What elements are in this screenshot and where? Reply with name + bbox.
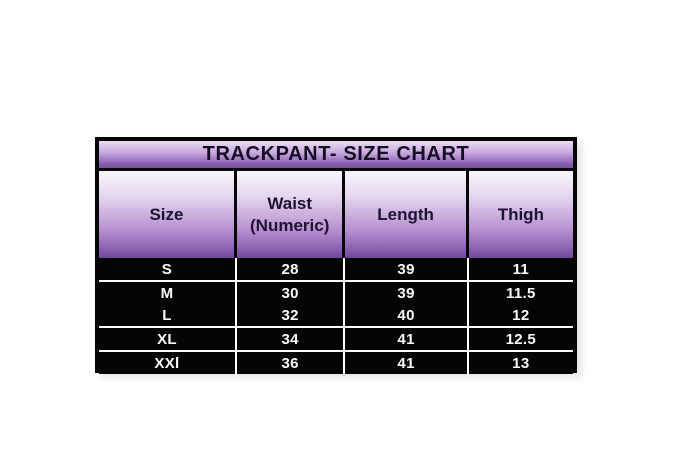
cell-length: 41 xyxy=(345,352,469,374)
table-row-xxl: XXl 36 41 13 xyxy=(99,350,573,374)
cell-length: 40 xyxy=(345,304,469,326)
cell-thigh: 12.5 xyxy=(505,330,537,348)
cell-waist: 36 xyxy=(237,352,346,374)
cell-size: S xyxy=(99,258,237,280)
table-body: S 28 39 11 M 30 39 11.5 L 32 40 12 XL 34… xyxy=(99,258,573,374)
cell-waist: 30 xyxy=(237,282,346,304)
column-header-waist: Waist (Numeric) xyxy=(236,171,346,258)
table-title: TRACKPANT- SIZE CHART xyxy=(202,143,470,165)
cell-thigh: 11.5 xyxy=(506,284,536,302)
cell-waist: 34 xyxy=(237,328,346,350)
table-row-l: L 32 40 12 xyxy=(99,304,573,326)
table-row-xl: XL 34 41 12.5 xyxy=(99,326,573,350)
cell-length: 41 xyxy=(345,328,469,350)
cell-length: 39 xyxy=(345,282,469,304)
cell-thigh: 11 xyxy=(512,260,530,278)
cell-thigh: 13 xyxy=(512,354,530,372)
size-chart-table: TRACKPANT- SIZE CHART Size Waist (Numeri… xyxy=(95,137,577,374)
column-header-length: Length xyxy=(345,171,469,258)
cell-size: XL xyxy=(99,328,237,350)
column-header-thigh: Thigh xyxy=(468,171,573,258)
cell-thigh: 12 xyxy=(512,306,530,324)
table-row-m: M 30 39 11.5 xyxy=(99,280,573,304)
cell-size: L xyxy=(99,304,237,326)
cell-waist: 32 xyxy=(237,304,346,326)
table-header-row: Size Waist (Numeric) Length Thigh xyxy=(99,171,573,258)
table-title-bar: TRACKPANT- SIZE CHART xyxy=(99,141,573,171)
cell-size: M xyxy=(99,282,237,304)
cell-length: 39 xyxy=(345,258,469,280)
cell-size: XXl xyxy=(99,352,237,374)
table-row-s: S 28 39 11 xyxy=(99,258,573,280)
cell-waist: 28 xyxy=(237,258,346,280)
column-header-size: Size xyxy=(99,171,237,258)
